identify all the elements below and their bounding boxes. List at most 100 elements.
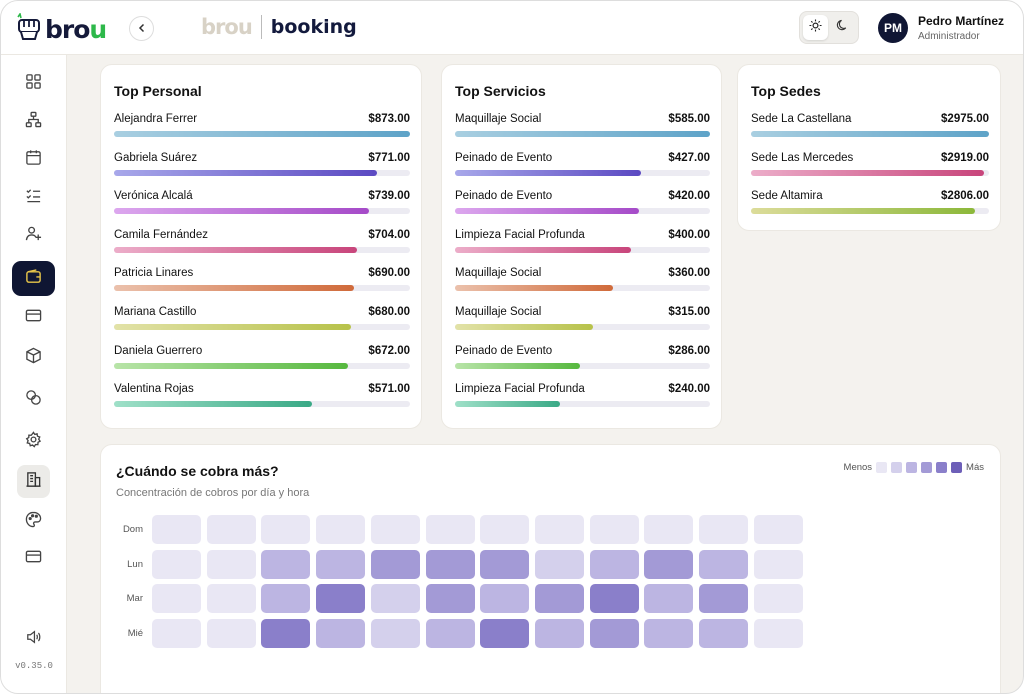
ranking-bar-fill — [114, 285, 354, 292]
ranking-label: Verónica Alcalá — [114, 190, 193, 203]
heatmap-cell[interactable] — [316, 549, 366, 579]
ranking-amount: $873.00 — [368, 113, 410, 125]
sidebar-item-palette[interactable] — [17, 505, 50, 538]
chevron-left-icon — [137, 20, 147, 38]
heatmap-cell[interactable] — [644, 515, 694, 544]
palette-icon — [25, 511, 42, 533]
collapse-sidebar-button[interactable] — [129, 16, 154, 41]
heatmap-cell[interactable] — [534, 584, 584, 613]
theme-toggle[interactable] — [799, 11, 859, 44]
heatmap-cell[interactable] — [480, 584, 530, 613]
logo-wordmark: bro — [45, 14, 90, 44]
ranking-label: Peinado de Evento — [455, 190, 553, 203]
heatmap-cell[interactable] — [699, 584, 748, 613]
light-mode-button[interactable] — [803, 15, 828, 40]
heatmap-cell[interactable] — [425, 515, 475, 544]
heatmap-cell[interactable] — [425, 618, 475, 648]
heatmap-cell[interactable] — [316, 515, 366, 544]
heatmap-cell[interactable] — [534, 549, 584, 579]
ranking-bar-track — [455, 208, 710, 215]
sidebar-item-structure[interactable] — [17, 105, 50, 138]
heatmap-cell[interactable] — [753, 584, 803, 613]
heatmap-cell[interactable] — [370, 549, 420, 579]
heatmap-cell[interactable] — [261, 584, 311, 613]
heatmap-cell[interactable] — [206, 618, 256, 648]
sidebar-item-sound[interactable] — [17, 623, 50, 656]
brou-logo[interactable]: brou — [15, 12, 107, 46]
sidebar-item-dashboard[interactable] — [17, 67, 50, 100]
heatmap-cell[interactable] — [480, 618, 530, 648]
heatmap-cell[interactable] — [699, 515, 748, 544]
ranking-amount: $739.00 — [368, 190, 410, 203]
heatmap-cell[interactable] — [261, 618, 311, 648]
heatmap-cell[interactable] — [152, 618, 201, 648]
heatmap-cell[interactable] — [589, 515, 639, 544]
sidebar-item-coins[interactable] — [17, 383, 50, 416]
user-plus-icon — [25, 225, 42, 247]
ranking-bar-fill — [114, 131, 410, 137]
heatmap-cell[interactable] — [534, 515, 584, 544]
heatmap-cell[interactable] — [644, 584, 694, 613]
avatar[interactable]: PM — [878, 13, 908, 43]
heatmap-cell[interactable] — [261, 549, 311, 579]
heatmap-cell[interactable] — [644, 549, 694, 579]
ranking-bar-track — [114, 169, 410, 176]
brand-ghost-wordmark: brou — [201, 15, 253, 39]
ranking-label: Maquillaje Social — [455, 306, 542, 318]
heatmap-cell[interactable] — [480, 549, 530, 579]
legend-swatch — [951, 462, 963, 473]
heatmap-day-label: Lun — [127, 558, 143, 570]
heatmap-cell[interactable] — [534, 618, 584, 648]
heatmap-cell[interactable] — [589, 584, 639, 613]
heatmap-cell[interactable] — [316, 584, 366, 613]
heatmap-cell[interactable] — [589, 618, 639, 648]
ranking-amount: $585.00 — [668, 113, 710, 125]
wallet-icon — [25, 268, 42, 290]
heatmap-cell[interactable] — [644, 618, 694, 648]
ranking-label: Limpieza Facial Profunda — [455, 228, 585, 241]
ranking-bar-fill — [114, 169, 378, 176]
heatmap-cell[interactable] — [480, 515, 530, 544]
heatmap-cell[interactable] — [206, 515, 256, 544]
heatmap-cell[interactable] — [589, 549, 639, 579]
heatmap-cell[interactable] — [699, 549, 748, 579]
sidebar-item-card[interactable] — [17, 301, 50, 334]
dark-mode-button[interactable] — [830, 15, 855, 40]
heatmap-cell[interactable] — [370, 515, 420, 544]
heatmap-cell[interactable] — [152, 584, 201, 613]
heatmap-cell[interactable] — [425, 549, 475, 579]
heatmap-title: ¿Cuándo se cobra más? — [116, 463, 279, 479]
ranking-amount: $690.00 — [368, 267, 410, 280]
heatmap-cell[interactable] — [206, 549, 256, 579]
sidebar-item-wallet[interactable] — [12, 261, 55, 296]
ranking-bar-fill — [751, 169, 985, 176]
heatmap-cell[interactable] — [425, 584, 475, 613]
sidebar-item-billing[interactable] — [17, 542, 50, 575]
heatmap-cell[interactable] — [152, 549, 201, 579]
top-sedes-card: Top Sedes Sede La Castellana $2975.00 Sede… — [737, 64, 1001, 231]
ranking-label: Gabriela Suárez — [114, 151, 198, 164]
ranking-amount: $286.00 — [668, 344, 710, 357]
heatmap-cell[interactable] — [206, 584, 256, 613]
heatmap-cell[interactable] — [699, 618, 748, 648]
heatmap-cell[interactable] — [370, 618, 420, 648]
heatmap-cell[interactable] — [316, 618, 366, 648]
heatmap-subtitle: Concentración de cobros por día y hora — [116, 487, 310, 499]
heatmap-cell[interactable] — [261, 515, 311, 544]
card-title: Top Servicios — [455, 83, 546, 99]
heatmap-cell[interactable] — [370, 584, 420, 613]
sidebar-item-calendar[interactable] — [17, 143, 50, 176]
sidebar-item-products[interactable] — [17, 341, 50, 374]
heatmap-cell[interactable] — [753, 549, 803, 579]
sidebar-item-tasks[interactable] — [17, 181, 50, 214]
heatmap-cell[interactable] — [152, 515, 201, 544]
card-title: Top Sedes — [751, 83, 821, 99]
ranking-bar-fill — [455, 131, 710, 137]
heatmap-cell[interactable] — [753, 618, 803, 648]
ranking-amount: $571.00 — [368, 383, 410, 396]
sidebar-item-settings[interactable] — [17, 425, 50, 458]
sidebar-item-buildings[interactable] — [17, 465, 50, 498]
sidebar-item-add-user[interactable] — [17, 219, 50, 252]
ranking-bar-fill — [114, 208, 369, 215]
heatmap-cell[interactable] — [753, 515, 803, 544]
